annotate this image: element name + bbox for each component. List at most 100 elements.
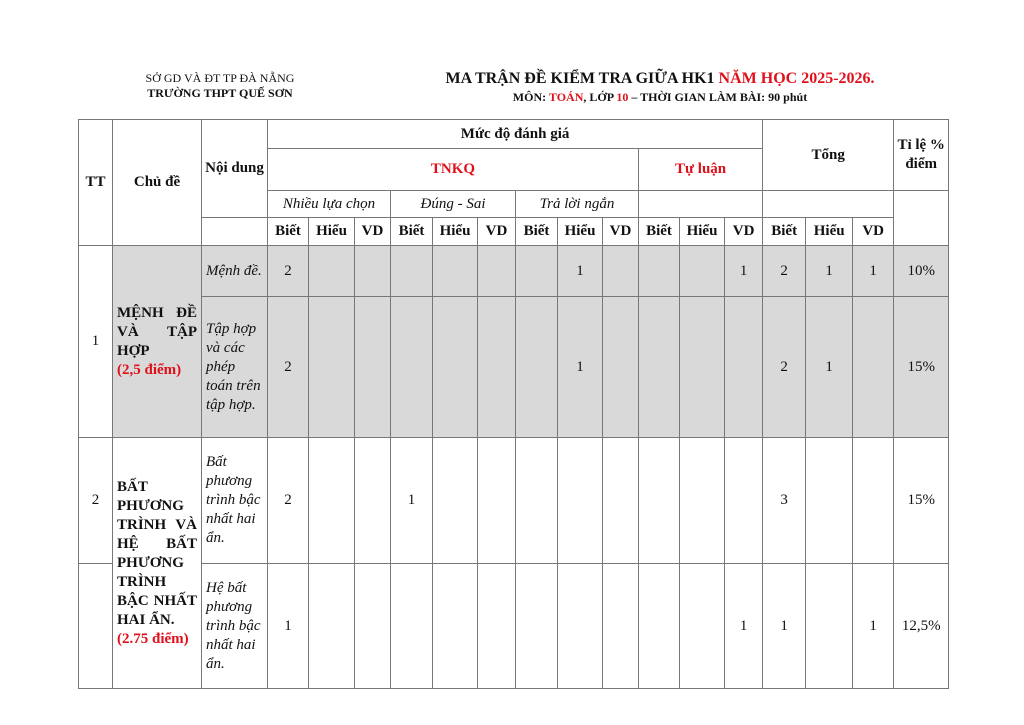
header-chu-de: Chủ đề bbox=[112, 119, 202, 246]
count-cell bbox=[602, 245, 639, 297]
level-header: Biết bbox=[638, 217, 680, 246]
header-ti-le-blank bbox=[893, 190, 950, 246]
topic-tt: 2 bbox=[78, 437, 113, 564]
level-header: VD bbox=[723, 217, 764, 246]
page-title: MA TRẬN ĐỀ KIỂM TRA GIỮA HK1 NĂM HỌC 202… bbox=[400, 70, 920, 88]
count-cell: 1 bbox=[557, 245, 603, 297]
topic-name: MỆNH ĐỀ VÀ TẬP HỢP (2,5 điểm) bbox=[112, 245, 202, 438]
count-cell bbox=[390, 296, 433, 438]
content-cell: Mệnh đề. bbox=[201, 245, 268, 297]
count-cell bbox=[354, 437, 391, 564]
topic-tt: 1 bbox=[78, 245, 113, 438]
topic-points: (2,5 điểm) bbox=[117, 361, 182, 378]
count-cell bbox=[557, 563, 603, 689]
count-cell: 2 bbox=[267, 245, 309, 297]
table-row: Hệ bất phương trình bậc nhất hai ẩn. 1 1 1 1… bbox=[78, 563, 950, 689]
dept-name: SỞ GD VÀ ĐT TP ĐÀ NẴNG bbox=[145, 71, 295, 85]
grade: 10 bbox=[616, 90, 629, 104]
topic-title: BẤT PHƯƠNG TRÌNH VÀ HỆ BẤT PHƯƠNG TRÌNH … bbox=[117, 478, 197, 628]
level-header: Hiểu bbox=[679, 217, 725, 246]
count-cell bbox=[679, 437, 725, 564]
count-cell bbox=[852, 437, 895, 564]
count-cell bbox=[852, 296, 895, 438]
count-cell bbox=[638, 563, 680, 689]
content-cell: Tập hợp và các phép toán trên tập hợp. bbox=[201, 296, 268, 438]
count-cell bbox=[805, 437, 854, 564]
count-cell bbox=[477, 296, 516, 438]
count-cell bbox=[354, 563, 391, 689]
count-cell bbox=[602, 563, 639, 689]
count-cell bbox=[805, 563, 854, 689]
level-header: Hiểu bbox=[557, 217, 603, 246]
count-cell bbox=[432, 296, 478, 438]
percent-cell: 10% bbox=[893, 245, 950, 297]
count-cell bbox=[308, 296, 355, 438]
percent-cell: 15% bbox=[893, 296, 950, 438]
table-row: 2 BẤT PHƯƠNG TRÌNH VÀ HỆ BẤT PHƯƠNG TRÌNH… bbox=[78, 437, 950, 689]
count-cell bbox=[515, 563, 558, 689]
header-tong: Tổng bbox=[762, 119, 895, 191]
count-cell: 1 bbox=[267, 563, 309, 689]
header-tnkq: TNKQ bbox=[267, 148, 639, 191]
level-header: Hiểu bbox=[805, 217, 854, 246]
count-cell: 1 bbox=[805, 296, 854, 438]
matrix-table: TT Chủ đề Nội dung Mức độ đánh giá Tổng … bbox=[78, 119, 950, 689]
subtitle: MÔN: TOÁN, LỚP 10 – THỜI GIAN LÀM BÀI: 9… bbox=[400, 90, 920, 104]
count-cell bbox=[432, 563, 478, 689]
count-cell bbox=[602, 437, 639, 564]
header-noi-dung-blank bbox=[201, 217, 268, 246]
header-noi-dung: Nội dung bbox=[201, 119, 268, 218]
header-muc-do: Mức độ đánh giá bbox=[266, 119, 764, 149]
level-header: VD bbox=[602, 217, 639, 246]
subject: TOÁN bbox=[548, 90, 584, 104]
title-year: NĂM HỌC 2025-2026. bbox=[718, 70, 875, 87]
count-cell bbox=[432, 245, 478, 297]
level-header: VD bbox=[477, 217, 516, 246]
count-cell bbox=[308, 563, 355, 689]
count-cell bbox=[477, 245, 516, 297]
count-cell bbox=[638, 437, 680, 564]
level-header: Hiểu bbox=[432, 217, 478, 246]
count-cell: 2 bbox=[762, 296, 807, 438]
count-cell: 2 bbox=[267, 437, 309, 564]
topic-title: MỆNH ĐỀ VÀ TẬP HỢP bbox=[117, 304, 197, 359]
count-cell: 1 bbox=[390, 437, 433, 564]
count-cell: 1 bbox=[723, 563, 764, 689]
level-header: VD bbox=[852, 217, 895, 246]
content-cell: Hệ bất phương trình bậc nhất hai ẩn. bbox=[201, 563, 268, 689]
count-cell bbox=[679, 563, 725, 689]
count-cell bbox=[638, 245, 680, 297]
subtitle-a: MÔN: bbox=[512, 90, 549, 104]
level-header: Biết bbox=[267, 217, 309, 246]
count-cell: 3 bbox=[762, 437, 807, 564]
count-cell: 1 bbox=[852, 563, 895, 689]
count-cell bbox=[308, 245, 355, 297]
count-cell: 2 bbox=[267, 296, 309, 438]
count-cell bbox=[515, 245, 558, 297]
topic-tt bbox=[78, 563, 113, 689]
count-cell bbox=[477, 563, 516, 689]
percent-cell: 12,5% bbox=[893, 563, 950, 689]
level-header: Biết bbox=[515, 217, 558, 246]
header-tong-blank bbox=[762, 190, 895, 218]
count-cell bbox=[390, 563, 433, 689]
subtitle-c: , LỚP bbox=[583, 90, 617, 104]
count-cell bbox=[390, 245, 433, 297]
header-tu-luan: Tự luận bbox=[637, 148, 764, 191]
count-cell: 2 bbox=[762, 245, 807, 297]
school-name: TRƯỜNG THPT QUẾ SƠN bbox=[147, 86, 293, 100]
header-nhieu-lua-chon: Nhiều lựa chọn bbox=[267, 190, 391, 218]
topic-name: BẤT PHƯƠNG TRÌNH VÀ HỆ BẤT PHƯƠNG TRÌNH … bbox=[112, 437, 202, 689]
header-tt: TT bbox=[78, 119, 113, 246]
count-cell bbox=[432, 437, 478, 564]
count-cell bbox=[602, 296, 639, 438]
level-header: Biết bbox=[390, 217, 433, 246]
count-cell bbox=[354, 296, 391, 438]
count-cell: 1 bbox=[557, 296, 603, 438]
level-header: Biết bbox=[762, 217, 807, 246]
count-cell bbox=[308, 437, 355, 564]
title-main: MA TRẬN ĐỀ KIỂM TRA GIỮA HK1 bbox=[445, 70, 719, 87]
count-cell bbox=[679, 245, 725, 297]
count-cell bbox=[638, 296, 680, 438]
topic-points: (2.75 điểm) bbox=[117, 630, 189, 647]
